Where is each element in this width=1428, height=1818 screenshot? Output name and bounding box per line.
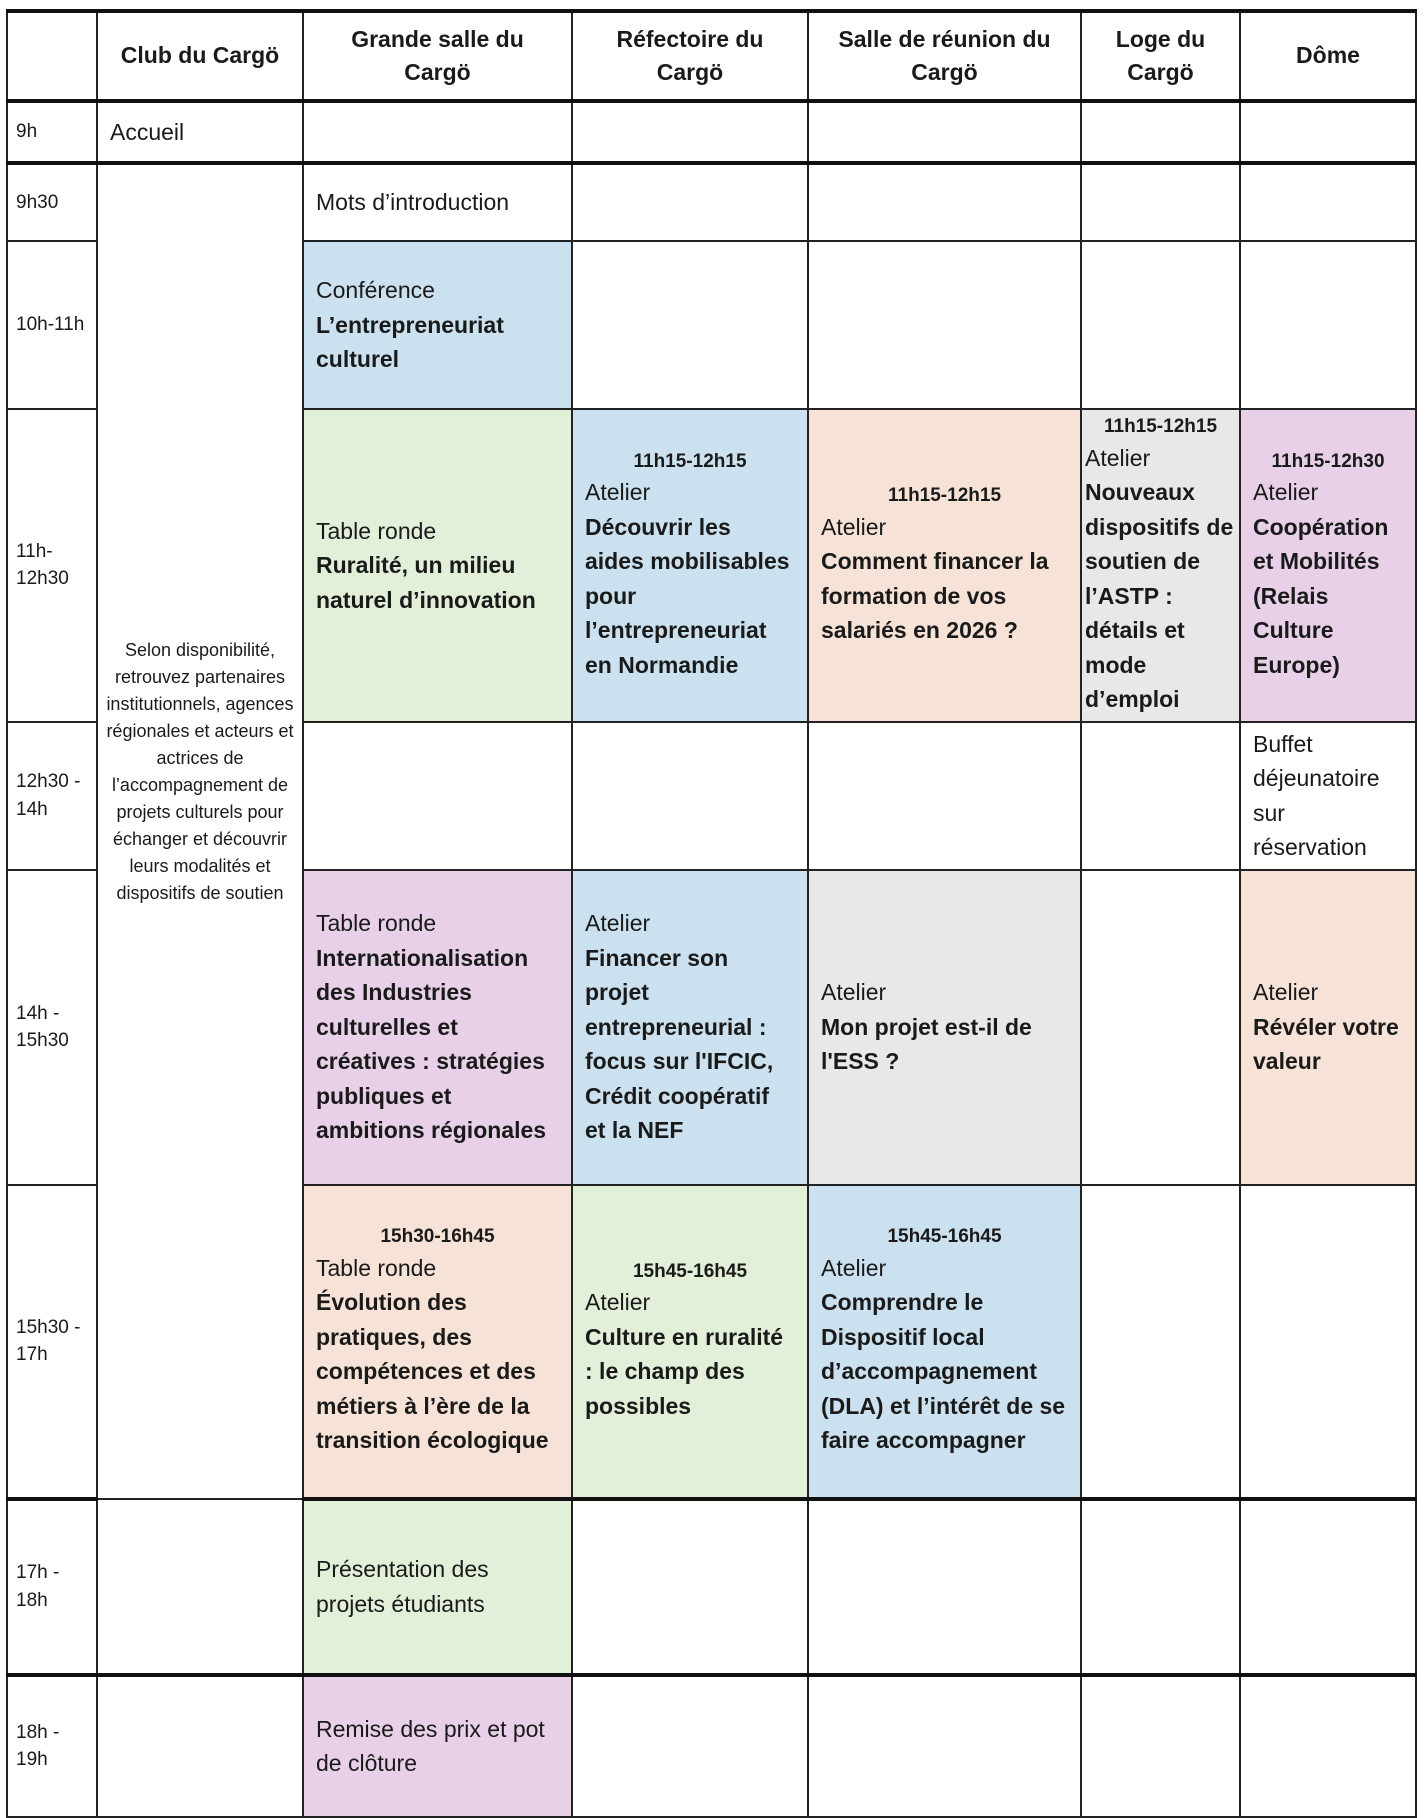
session-astp: 11h15-12h15 Atelier Nouveaux dispositifs d… xyxy=(1080,408,1241,723)
time-label: 15h30 - 17h xyxy=(6,1183,98,1501)
header-salle-reunion: Salle de réunion du Cargö xyxy=(807,10,1082,103)
row-9h30: 9h30 Selon disponibilité, retrouvez part… xyxy=(6,162,1417,1500)
header-refectoire: Réfectoire du Cargö xyxy=(571,10,809,103)
session-ruralite: Table ronde Ruralité, un milieu naturel d… xyxy=(302,408,573,723)
session-formation: 11h15-12h15 Atelier Comment financer la fo… xyxy=(807,408,1082,723)
time-label: 10h-11h xyxy=(6,240,98,410)
schedule-table: Club du Cargö Grande salle du Cargö Réfe… xyxy=(6,9,1417,1818)
time-label: 17h - 18h xyxy=(6,1497,98,1677)
session-buffet: Buffet déjeunatoire sur réservation xyxy=(1239,720,1417,871)
session-evolution: 15h30-16h45 Table ronde Évolution des prat… xyxy=(302,1183,573,1501)
club-info-text: Selon disponibilité, retrouvez partenair… xyxy=(106,640,294,903)
session-conference: Conférence L’entrepreneuriat culturel xyxy=(302,240,573,410)
time-label: 9h xyxy=(6,100,98,165)
time-label: 11h-12h30 xyxy=(6,408,98,723)
time-label: 12h30 - 14h xyxy=(6,720,98,871)
row-12h30: 12h30 - 14h Buffet déjeunatoire sur rése… xyxy=(6,720,1417,871)
session-etudiants: Présentation des projets étudiants xyxy=(302,1497,573,1677)
row-15h30: 15h30 - 17h 15h30-16h45 Table ronde Évolut… xyxy=(6,1183,1417,1501)
row-10h: 10h-11h Conférence L’entrepreneuriat cult… xyxy=(6,240,1417,410)
time-label: 18h - 19h xyxy=(6,1673,98,1818)
session-prix: Remise des prix et pot de clôture xyxy=(302,1673,573,1818)
header-row: Club du Cargö Grande salle du Cargö Réfe… xyxy=(6,10,1417,103)
row-14h: 14h - 15h30 Table ronde Internationalisat… xyxy=(6,868,1417,1186)
club-accueil: Accueil xyxy=(96,100,304,165)
header-time xyxy=(6,10,98,103)
session-valeur: Atelier Révéler votre valeur xyxy=(1239,868,1417,1186)
session-ess: Atelier Mon projet est-il de l'ESS ? xyxy=(807,868,1082,1186)
session-financer: Atelier Financer son projet entrepreneuri… xyxy=(571,868,809,1186)
session-culture-ruralite: 15h45-16h45 Atelier Culture en ruralité : … xyxy=(571,1183,809,1501)
session-intro: Mots d’introduction xyxy=(302,162,573,242)
header-loge: Loge du Cargö xyxy=(1080,10,1241,103)
session-aides: 11h15-12h15 Atelier Découvrir les aides mo… xyxy=(571,408,809,723)
session-internationalisation: Table ronde Internationalisation des Indu… xyxy=(302,868,573,1186)
session-cooperation: 11h15-12h30 Atelier Coopération et Mobilit… xyxy=(1239,408,1417,723)
time-label: 9h30 xyxy=(6,162,98,242)
row-18h: 18h - 19h Remise des prix et pot de clôt… xyxy=(6,1673,1417,1818)
header-club: Club du Cargö xyxy=(96,10,304,103)
club-info: Selon disponibilité, retrouvez partenair… xyxy=(96,162,304,1500)
row-9h: 9h Accueil xyxy=(6,100,1417,165)
row-17h: 17h - 18h Présentation des projets étudi… xyxy=(6,1497,1417,1677)
session-dla: 15h45-16h45 Atelier Comprendre le Disposit… xyxy=(807,1183,1082,1501)
row-11h: 11h-12h30 Table ronde Ruralité, un milieu… xyxy=(6,408,1417,723)
header-dome: Dôme xyxy=(1239,10,1417,103)
time-label: 14h - 15h30 xyxy=(6,868,98,1186)
header-grande-salle: Grande salle du Cargö xyxy=(302,10,573,103)
